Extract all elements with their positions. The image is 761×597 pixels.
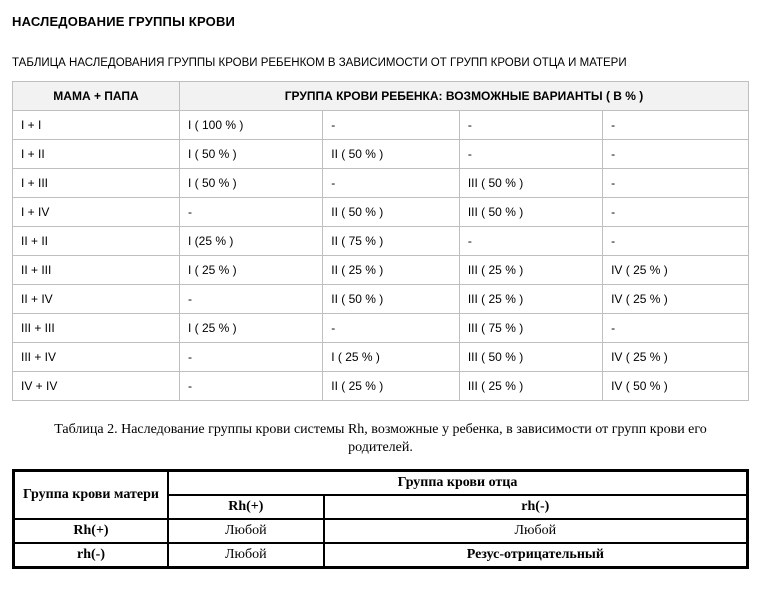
- result-cell: -: [180, 372, 323, 401]
- result-cell: IV ( 25 % ): [603, 343, 749, 372]
- result-cell: II ( 75 % ): [323, 227, 460, 256]
- inheritance-table: МАМА + ПАПА ГРУППА КРОВИ РЕБЕНКА: ВОЗМОЖ…: [12, 81, 749, 401]
- table-row: I + IV-II ( 50 % )III ( 50 % )-: [13, 198, 749, 227]
- rh-left-header: Группа крови матери: [14, 471, 168, 519]
- result-cell: III ( 50 % ): [459, 169, 602, 198]
- table-row: III + IIII ( 25 % )-III ( 75 % )-: [13, 314, 749, 343]
- result-cell: I (25 % ): [180, 227, 323, 256]
- mother-cell: rh(-): [14, 543, 168, 567]
- mother-cell: Rh(+): [14, 519, 168, 543]
- parents-cell: II + IV: [13, 285, 180, 314]
- parents-cell: I + II: [13, 140, 180, 169]
- table-row: I + IIII ( 50 % )-III ( 50 % )-: [13, 169, 749, 198]
- rh-col-1: rh(-): [324, 495, 747, 519]
- parents-cell: III + IV: [13, 343, 180, 372]
- parents-cell: I + IV: [13, 198, 180, 227]
- result-cell: -: [180, 285, 323, 314]
- table-row: II + IIII ( 25 % )II ( 25 % )III ( 25 % …: [13, 256, 749, 285]
- rh-result-cell: Любой: [168, 519, 324, 543]
- col-child: ГРУППА КРОВИ РЕБЕНКА: ВОЗМОЖНЫЕ ВАРИАНТЫ…: [180, 82, 749, 111]
- result-cell: I ( 25 % ): [180, 256, 323, 285]
- result-cell: II ( 25 % ): [323, 372, 460, 401]
- parents-cell: IV + IV: [13, 372, 180, 401]
- result-cell: III ( 25 % ): [459, 285, 602, 314]
- result-cell: -: [603, 227, 749, 256]
- rh-table: Группа крови матери Группа крови отца Rh…: [12, 469, 749, 569]
- result-cell: III ( 50 % ): [459, 343, 602, 372]
- subtitle: ТАБЛИЦА НАСЛЕДОВАНИЯ ГРУППЫ КРОВИ РЕБЕНК…: [12, 57, 749, 69]
- result-cell: I ( 25 % ): [180, 314, 323, 343]
- result-cell: IV ( 25 % ): [603, 256, 749, 285]
- rh-col-0: Rh(+): [168, 495, 324, 519]
- result-cell: III ( 25 % ): [459, 372, 602, 401]
- result-cell: I ( 50 % ): [180, 169, 323, 198]
- result-cell: III ( 75 % ): [459, 314, 602, 343]
- rh-result-cell: Резус-отрицательный: [324, 543, 747, 567]
- table2-caption: Таблица 2. Наследование группы крови сис…: [22, 421, 739, 457]
- col-child-bold: ВОЗМОЖНЫЕ ВАРИАНТЫ ( В % ): [446, 89, 643, 103]
- result-cell: -: [603, 314, 749, 343]
- result-cell: -: [603, 198, 749, 227]
- result-cell: -: [180, 343, 323, 372]
- table-row: III + IV-I ( 25 % )III ( 50 % )IV ( 25 %…: [13, 343, 749, 372]
- result-cell: II ( 50 % ): [323, 140, 460, 169]
- result-cell: -: [459, 111, 602, 140]
- result-cell: I ( 50 % ): [180, 140, 323, 169]
- parents-cell: II + II: [13, 227, 180, 256]
- result-cell: II ( 25 % ): [323, 256, 460, 285]
- result-cell: II ( 50 % ): [323, 285, 460, 314]
- result-cell: III ( 50 % ): [459, 198, 602, 227]
- col-child-prefix: ГРУППА КРОВИ РЕБЕНКА:: [285, 89, 446, 103]
- result-cell: IV ( 25 % ): [603, 285, 749, 314]
- result-cell: I ( 100 % ): [180, 111, 323, 140]
- rh-top-header: Группа крови отца: [168, 471, 747, 495]
- parents-cell: I + I: [13, 111, 180, 140]
- table-row: II + IV-II ( 50 % )III ( 25 % )IV ( 25 %…: [13, 285, 749, 314]
- result-cell: -: [603, 169, 749, 198]
- result-cell: -: [323, 169, 460, 198]
- table-row: II + III (25 % )II ( 75 % )--: [13, 227, 749, 256]
- table-row: I + II ( 100 % )---: [13, 111, 749, 140]
- table-row: rh(-)ЛюбойРезус-отрицательный: [14, 543, 747, 567]
- table-row: I + III ( 50 % )II ( 50 % )--: [13, 140, 749, 169]
- result-cell: IV ( 50 % ): [603, 372, 749, 401]
- result-cell: -: [603, 140, 749, 169]
- rh-result-cell: Любой: [168, 543, 324, 567]
- parents-cell: I + III: [13, 169, 180, 198]
- result-cell: II ( 50 % ): [323, 198, 460, 227]
- result-cell: -: [323, 111, 460, 140]
- result-cell: -: [459, 227, 602, 256]
- result-cell: -: [603, 111, 749, 140]
- result-cell: -: [323, 314, 460, 343]
- parents-cell: III + III: [13, 314, 180, 343]
- result-cell: -: [459, 140, 602, 169]
- rh-result-cell: Любой: [324, 519, 747, 543]
- col-parents: МАМА + ПАПА: [13, 82, 180, 111]
- parents-cell: II + III: [13, 256, 180, 285]
- result-cell: III ( 25 % ): [459, 256, 602, 285]
- page-title: НАСЛЕДОВАНИЕ ГРУППЫ КРОВИ: [12, 14, 749, 29]
- result-cell: -: [180, 198, 323, 227]
- result-cell: I ( 25 % ): [323, 343, 460, 372]
- table-row: Rh(+)ЛюбойЛюбой: [14, 519, 747, 543]
- table-row: IV + IV-II ( 25 % )III ( 25 % )IV ( 50 %…: [13, 372, 749, 401]
